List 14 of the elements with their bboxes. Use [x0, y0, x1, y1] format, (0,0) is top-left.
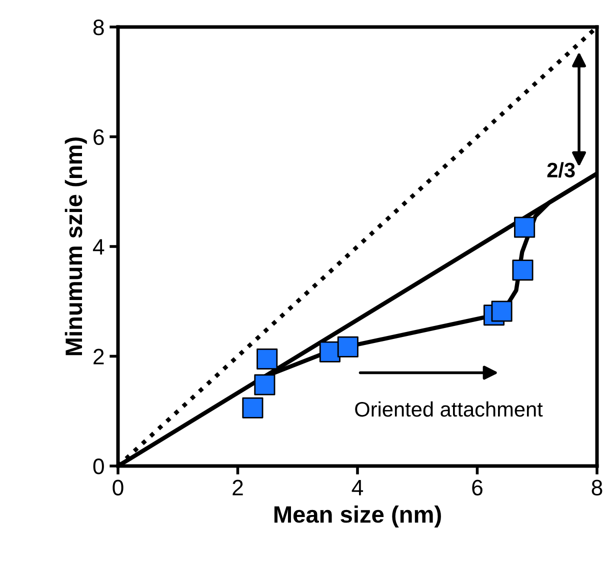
x-tick-label: 4 — [352, 480, 364, 496]
x-tick-label: 0 — [112, 480, 124, 496]
annotation: 2/3 — [547, 162, 575, 178]
y-tick-label: 8 — [93, 20, 104, 36]
y-tick-label: 4 — [92, 239, 104, 255]
x-tick-label: 2 — [232, 480, 243, 496]
y-axis-title: Minumum szie (nm) — [64, 137, 87, 356]
y-tick-label: 6 — [94, 129, 104, 146]
y-tick-label: 0 — [93, 458, 104, 474]
x-tick-label: 6 — [472, 480, 482, 496]
x-tick-label: 8 — [592, 480, 602, 496]
annotation: Oriented attachment — [355, 401, 543, 417]
x-axis-title: Mean size (nm) — [274, 505, 441, 528]
y-tick-label: 2 — [94, 348, 104, 364]
